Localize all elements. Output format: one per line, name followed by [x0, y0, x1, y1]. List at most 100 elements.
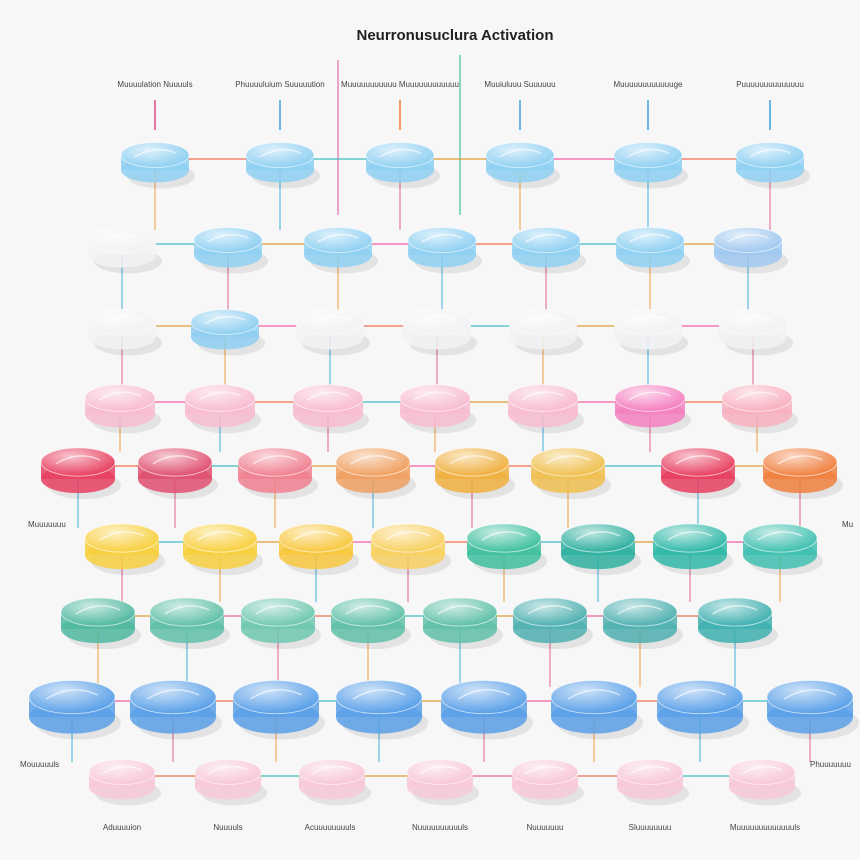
pill-score [352, 689, 406, 700]
pill [407, 227, 482, 274]
pill [245, 142, 320, 189]
pill-shine [615, 384, 685, 412]
pill [530, 447, 611, 500]
title: Neurronusuclura Activation [357, 27, 554, 44]
pill [370, 523, 451, 576]
pill-score [437, 605, 483, 615]
pill-shine [653, 523, 727, 553]
pill [422, 597, 503, 650]
pill-shine [296, 309, 364, 335]
pill-score [524, 765, 566, 775]
pill-shine [512, 227, 580, 253]
pill [406, 759, 479, 806]
pill-shine [279, 523, 353, 553]
pill-score [732, 315, 774, 325]
pill-shine [61, 597, 135, 627]
top-label: Muuuuuuuuuuuuge [614, 80, 684, 89]
pill [512, 597, 593, 650]
pill-score [152, 455, 198, 465]
pill [88, 759, 161, 806]
pill [330, 597, 411, 650]
side-label: Phuuuuuuu [810, 760, 851, 769]
top-label: Phuuuuluium Suuuuution [235, 80, 324, 89]
pill-score [101, 233, 143, 243]
pill-shine [366, 142, 434, 168]
pill-shine [616, 227, 684, 253]
pill-score [421, 233, 463, 243]
pill-score [311, 765, 353, 775]
pill-shine [183, 523, 257, 553]
pill-shine [195, 759, 261, 785]
pill [240, 597, 321, 650]
pill-score [545, 455, 591, 465]
pill [303, 227, 378, 274]
pill [298, 759, 371, 806]
pill-shine [138, 447, 212, 477]
pill-score [757, 531, 803, 541]
bottom-label: Acuuuuuuuuls [305, 823, 356, 832]
pill-shine [88, 227, 156, 253]
pill-shine [241, 597, 315, 627]
pill [237, 447, 318, 500]
pill [508, 309, 583, 356]
pill-shine [331, 597, 405, 627]
pill-score [628, 391, 672, 401]
pill-shine [185, 384, 255, 412]
pill-score [457, 689, 511, 700]
pill-score [675, 455, 721, 465]
top-label: Muuuuuuuuuuu Muuuuuuuuuuuu [341, 80, 459, 89]
pill [721, 384, 798, 434]
pill [735, 142, 810, 189]
pill [614, 384, 691, 434]
pill-score [99, 531, 145, 541]
pill-shine [400, 384, 470, 412]
pill-shine [293, 384, 363, 412]
pill-shine [551, 680, 637, 714]
pill-score [522, 315, 564, 325]
pill [713, 227, 788, 274]
pill [335, 679, 428, 740]
pill-shine [508, 384, 578, 412]
pill [613, 142, 688, 189]
pill [766, 679, 859, 740]
pill [434, 447, 515, 500]
pill [718, 309, 793, 356]
top-label: Muuiuluuu Suuuuuu [484, 80, 555, 89]
pill-score [259, 148, 301, 158]
pill [616, 759, 689, 806]
pill-score [667, 531, 713, 541]
pill-shine [336, 680, 422, 714]
pill-score [416, 315, 458, 325]
pill-shine [614, 309, 682, 335]
pill [652, 523, 733, 576]
pill [511, 759, 584, 806]
pill-score [783, 689, 837, 700]
pill-shine [657, 680, 743, 714]
pill-shine [561, 523, 635, 553]
pill-score [419, 765, 461, 775]
pill-score [741, 765, 783, 775]
side-label: Muuuuuuu [28, 520, 66, 529]
pill-score [75, 605, 121, 615]
pill [615, 227, 690, 274]
side-label: Mouuuuuls [20, 760, 59, 769]
pill-shine [130, 680, 216, 714]
pill [84, 523, 165, 576]
pill-shine [714, 227, 782, 253]
pill-score [629, 765, 671, 775]
pill-shine [486, 142, 554, 168]
pill-shine [722, 384, 792, 412]
pill-score [449, 455, 495, 465]
pill-shine [85, 523, 159, 553]
pill [190, 309, 265, 356]
top-label: Muuuulation Nuuuuls [117, 80, 192, 89]
pill [28, 679, 121, 740]
pill-score [727, 233, 769, 243]
pill-score [98, 391, 142, 401]
pill-score [481, 531, 527, 541]
pill-shine [661, 447, 735, 477]
pill-score [164, 605, 210, 615]
bottom-label: Aduuuuion [103, 823, 141, 832]
top-label: Puuuuuuuuuuuuuu [736, 80, 804, 89]
